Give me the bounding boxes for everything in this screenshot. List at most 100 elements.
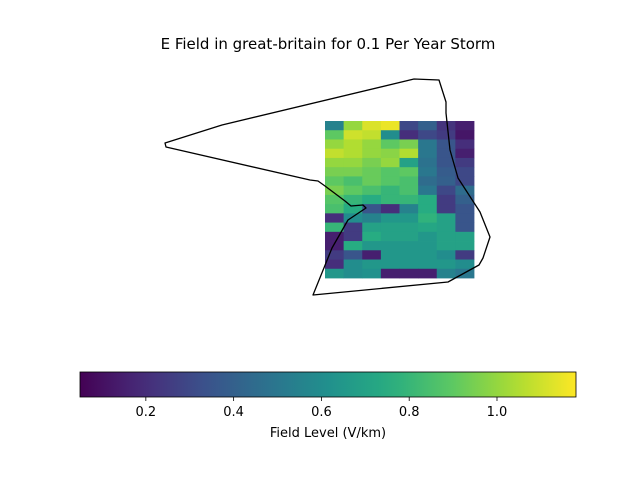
heatmap-cell <box>380 241 400 251</box>
colorbar-tick-label: 1.0 <box>487 405 508 420</box>
heatmap-cell <box>436 241 456 251</box>
heatmap-cell <box>455 176 475 187</box>
heatmap-cell <box>455 250 475 260</box>
heatmap-cell <box>418 194 438 205</box>
heatmap-cell <box>380 268 400 279</box>
colorbar-tick-label: 0.4 <box>223 405 244 420</box>
heatmap-cell <box>399 176 419 187</box>
heatmap-cell <box>436 130 456 140</box>
heatmap-cell <box>418 259 438 270</box>
heatmap-cell <box>399 231 419 242</box>
heatmap-cell <box>325 268 345 279</box>
heatmap-cell <box>399 185 419 196</box>
heatmap-cell <box>418 222 438 233</box>
heatmap-cell <box>325 259 345 270</box>
heatmap-cell <box>325 231 345 242</box>
heatmap-cell <box>380 176 400 187</box>
heatmap-cell <box>362 231 382 242</box>
heatmap-cell <box>343 148 363 159</box>
heatmap-cell <box>436 139 456 150</box>
heatmap-cell <box>380 130 400 140</box>
heatmap-cell <box>380 185 400 196</box>
heatmap-cell <box>343 185 363 196</box>
heatmap-cell <box>380 157 400 168</box>
heatmap-cell <box>418 157 438 168</box>
heatmap-cell <box>343 204 363 214</box>
heatmap-cell <box>362 176 382 187</box>
heatmap-cell <box>436 268 456 279</box>
heatmap-cell <box>436 231 456 242</box>
heatmap-cell <box>399 241 419 251</box>
heatmap-cell <box>418 167 438 177</box>
heatmap-cell <box>418 176 438 187</box>
heatmap-cell <box>343 176 363 187</box>
heatmap-cell <box>362 167 382 177</box>
heatmap-cell <box>455 139 475 150</box>
heatmap-cell <box>325 194 345 205</box>
heatmap-cell <box>455 157 475 168</box>
heatmap-cell <box>362 130 382 140</box>
heatmap-cell <box>325 167 345 177</box>
heatmap-cell <box>325 148 345 159</box>
colorbar-label: Field Level (V/km) <box>270 426 386 441</box>
heatmap-cell <box>362 259 382 270</box>
heatmap-cell <box>362 139 382 150</box>
heatmap-cell <box>418 213 438 223</box>
heatmap-cell <box>455 185 475 196</box>
heatmap-cell <box>343 268 363 279</box>
heatmap-cell <box>399 250 419 260</box>
heatmap-cell <box>418 231 438 242</box>
heatmap-cell <box>399 148 419 159</box>
heatmap-cell <box>455 241 475 251</box>
colorbar-gradient <box>79 371 577 398</box>
heatmap-cell <box>362 250 382 260</box>
heatmap-cell <box>418 139 438 150</box>
heatmap-cell <box>399 268 419 279</box>
heatmap-cell <box>380 250 400 260</box>
heatmap-cell <box>418 204 438 214</box>
heatmap-cell <box>455 194 475 205</box>
heatmap-cell <box>325 250 345 260</box>
heatmap-cell <box>362 222 382 233</box>
colorbar-tick-label: 0.8 <box>399 405 420 420</box>
heatmap-cell <box>455 231 475 242</box>
heatmap-cell <box>362 185 382 196</box>
heatmap-cell <box>455 204 475 214</box>
heatmap-cell <box>343 194 363 205</box>
heatmap-cell <box>380 222 400 233</box>
heatmap-cell <box>455 213 475 223</box>
heatmap-cell <box>436 167 456 177</box>
heatmap-cell <box>325 213 345 223</box>
heatmap-cell <box>343 259 363 270</box>
heatmap-cell <box>362 213 382 223</box>
heatmap-cell <box>343 167 363 177</box>
heatmap-cell <box>399 259 419 270</box>
heatmap-cell <box>362 268 382 279</box>
heatmap-cell <box>380 194 400 205</box>
heatmap-cell <box>436 204 456 214</box>
heatmap-cell <box>362 194 382 205</box>
heatmap-cell <box>455 130 475 140</box>
heatmap-cell <box>436 250 456 260</box>
heatmap-cell <box>399 157 419 168</box>
heatmap-cell <box>436 176 456 187</box>
heatmap-cell <box>399 130 419 140</box>
heatmap-cell <box>436 148 456 159</box>
heatmap <box>325 121 475 279</box>
heatmap-cell <box>399 213 419 223</box>
heatmap-cell <box>436 185 456 196</box>
heatmap-cell <box>380 121 400 131</box>
heatmap-cell <box>325 185 345 196</box>
heatmap-cell <box>325 241 345 251</box>
heatmap-cell <box>455 121 475 131</box>
heatmap-cell <box>418 241 438 251</box>
heatmap-cell <box>343 213 363 223</box>
heatmap-cell <box>325 157 345 168</box>
heatmap-cell <box>380 231 400 242</box>
heatmap-cell <box>399 121 419 131</box>
heatmap-cell <box>343 222 363 233</box>
heatmap-cell <box>418 185 438 196</box>
heatmap-cell <box>418 250 438 260</box>
heatmap-cell <box>343 241 363 251</box>
